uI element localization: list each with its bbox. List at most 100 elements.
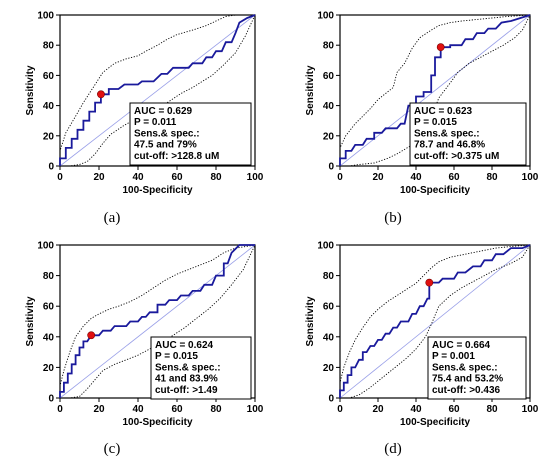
y-tick-label: 20 bbox=[323, 131, 335, 142]
plot-frame bbox=[59, 14, 256, 167]
x-axis-title: 100-Specificity bbox=[122, 185, 192, 196]
cutoff-point-marker bbox=[425, 278, 434, 287]
roc-curve bbox=[339, 244, 531, 398]
x-tick-label: 80 bbox=[486, 404, 498, 415]
plot-frame bbox=[339, 14, 531, 167]
x-axis-title: 100-Specificity bbox=[400, 185, 470, 196]
annotation-line: 47.5 and 79% bbox=[134, 140, 197, 151]
y-tick-label: 40 bbox=[43, 332, 55, 343]
y-tick-label: 0 bbox=[48, 394, 54, 405]
y-tick-label: 100 bbox=[37, 11, 54, 22]
annotation-line: cut-off: >1.49 bbox=[155, 385, 218, 396]
y-tick-label: 40 bbox=[43, 101, 55, 112]
annotation-line: P = 0.011 bbox=[134, 117, 177, 128]
x-tick-label: 100 bbox=[522, 172, 539, 183]
x-tick-label: 40 bbox=[132, 404, 144, 415]
y-tick-label: 100 bbox=[317, 241, 334, 252]
x-tick-label: 0 bbox=[337, 404, 343, 415]
y-axis-title: Sensitivity bbox=[25, 65, 36, 115]
annotation-line: P = 0.015 bbox=[414, 117, 457, 128]
x-tick-label: 20 bbox=[372, 172, 384, 183]
x-tick-label: 40 bbox=[132, 172, 144, 183]
panel-caption: (b) bbox=[384, 210, 402, 226]
x-tick-label: 60 bbox=[448, 404, 460, 415]
x-tick-label: 20 bbox=[93, 404, 105, 415]
y-axis-title: Sensitivity bbox=[305, 296, 316, 346]
panel-caption: (a) bbox=[104, 210, 121, 226]
y-tick-label: 20 bbox=[43, 131, 55, 142]
annotation-line: AUC = 0.664 bbox=[432, 340, 491, 351]
x-tick-label: 60 bbox=[171, 404, 183, 415]
x-tick-label: 20 bbox=[93, 172, 105, 183]
ci-upper-curve bbox=[59, 14, 255, 166]
y-tick-label: 100 bbox=[37, 241, 54, 252]
ci-lower-curve bbox=[340, 244, 531, 399]
y-tick-label: 60 bbox=[43, 71, 55, 82]
y-tick-label: 60 bbox=[43, 302, 55, 313]
annotation-line: AUC = 0.623 bbox=[414, 106, 473, 117]
reference-diagonal bbox=[339, 14, 531, 167]
annotation-line: Sens.& spec.: bbox=[432, 362, 498, 373]
roc-panel-a: 0 20 40 60 80 100 0 20 40 60 80 100 100-Specificity S… bbox=[25, 11, 264, 227]
y-axis-title: Sensitivity bbox=[25, 296, 36, 346]
y-axis-title: Sensitivity bbox=[305, 65, 316, 115]
roc-curve bbox=[59, 14, 256, 166]
annotation-line: AUC = 0.629 bbox=[134, 106, 193, 117]
y-tick-label: 80 bbox=[43, 41, 55, 52]
x-tick-label: 100 bbox=[522, 404, 539, 415]
ci-lower-curve bbox=[60, 14, 256, 167]
roc-panel-d: 0 20 40 60 80 100 0 20 40 60 80 100 100-Specificity S… bbox=[305, 241, 539, 458]
annotation-line: Sens.& spec.: bbox=[134, 128, 200, 139]
annotation-box bbox=[427, 336, 527, 400]
x-tick-label: 0 bbox=[337, 172, 343, 183]
y-tick-label: 80 bbox=[323, 41, 335, 52]
annotation-line: cut-off: >128.8 uM bbox=[134, 151, 219, 162]
ci-upper-curve bbox=[339, 14, 531, 166]
cutoff-point-marker bbox=[436, 43, 445, 52]
annotation-line: 75.4 and 53.2% bbox=[432, 374, 503, 385]
y-tick-label: 80 bbox=[323, 271, 335, 282]
annotation-line: 41 and 83.9% bbox=[155, 374, 218, 385]
x-tick-label: 100 bbox=[247, 404, 264, 415]
x-tick-label: 80 bbox=[210, 172, 222, 183]
annotation-line: Sens.& spec.: bbox=[155, 362, 221, 373]
panel-caption: (d) bbox=[384, 441, 402, 457]
reference-diagonal bbox=[339, 244, 531, 399]
x-tick-label: 40 bbox=[410, 404, 422, 415]
x-tick-label: 80 bbox=[486, 172, 498, 183]
annotation-box bbox=[129, 102, 252, 166]
roc-curve bbox=[59, 244, 255, 398]
x-tick-label: 20 bbox=[372, 404, 384, 415]
y-tick-label: 60 bbox=[323, 302, 335, 313]
annotation-line: P = 0.015 bbox=[155, 351, 198, 362]
y-tick-label: 40 bbox=[323, 332, 335, 343]
y-tick-label: 80 bbox=[43, 271, 55, 282]
cutoff-point-marker bbox=[97, 90, 105, 99]
annotation-line: 78.7 and 46.8% bbox=[414, 140, 485, 151]
y-tick-label: 20 bbox=[323, 363, 335, 374]
x-tick-label: 40 bbox=[410, 172, 422, 183]
annotation-line: Sens.& spec.: bbox=[414, 128, 480, 139]
annotation-box bbox=[150, 336, 252, 400]
ci-lower-curve bbox=[340, 14, 531, 167]
panel-caption: (c) bbox=[104, 441, 121, 457]
annotation-line: AUC = 0.624 bbox=[155, 340, 214, 351]
annotation-box bbox=[409, 102, 527, 166]
y-tick-label: 100 bbox=[317, 11, 334, 22]
roc-curve bbox=[339, 14, 531, 166]
annotation-line: P = 0.001 bbox=[432, 351, 475, 362]
y-tick-label: 40 bbox=[323, 101, 335, 112]
x-axis-title: 100-Specificity bbox=[122, 417, 192, 428]
x-tick-label: 60 bbox=[448, 172, 460, 183]
x-tick-label: 80 bbox=[210, 404, 222, 415]
y-tick-label: 0 bbox=[328, 394, 334, 405]
reference-diagonal bbox=[59, 244, 256, 399]
y-tick-label: 20 bbox=[43, 363, 55, 374]
roc-panel-b: 0 20 40 60 80 100 0 20 40 60 80 100 100-Specificity S… bbox=[305, 11, 539, 227]
annotation-line: cut-off: >0.436 bbox=[432, 385, 501, 396]
y-tick-label: 60 bbox=[323, 71, 335, 82]
cutoff-point-marker bbox=[87, 331, 96, 340]
x-axis-title: 100-Specificity bbox=[400, 417, 470, 428]
annotation-line: cut-off: >0.375 uM bbox=[414, 151, 499, 162]
